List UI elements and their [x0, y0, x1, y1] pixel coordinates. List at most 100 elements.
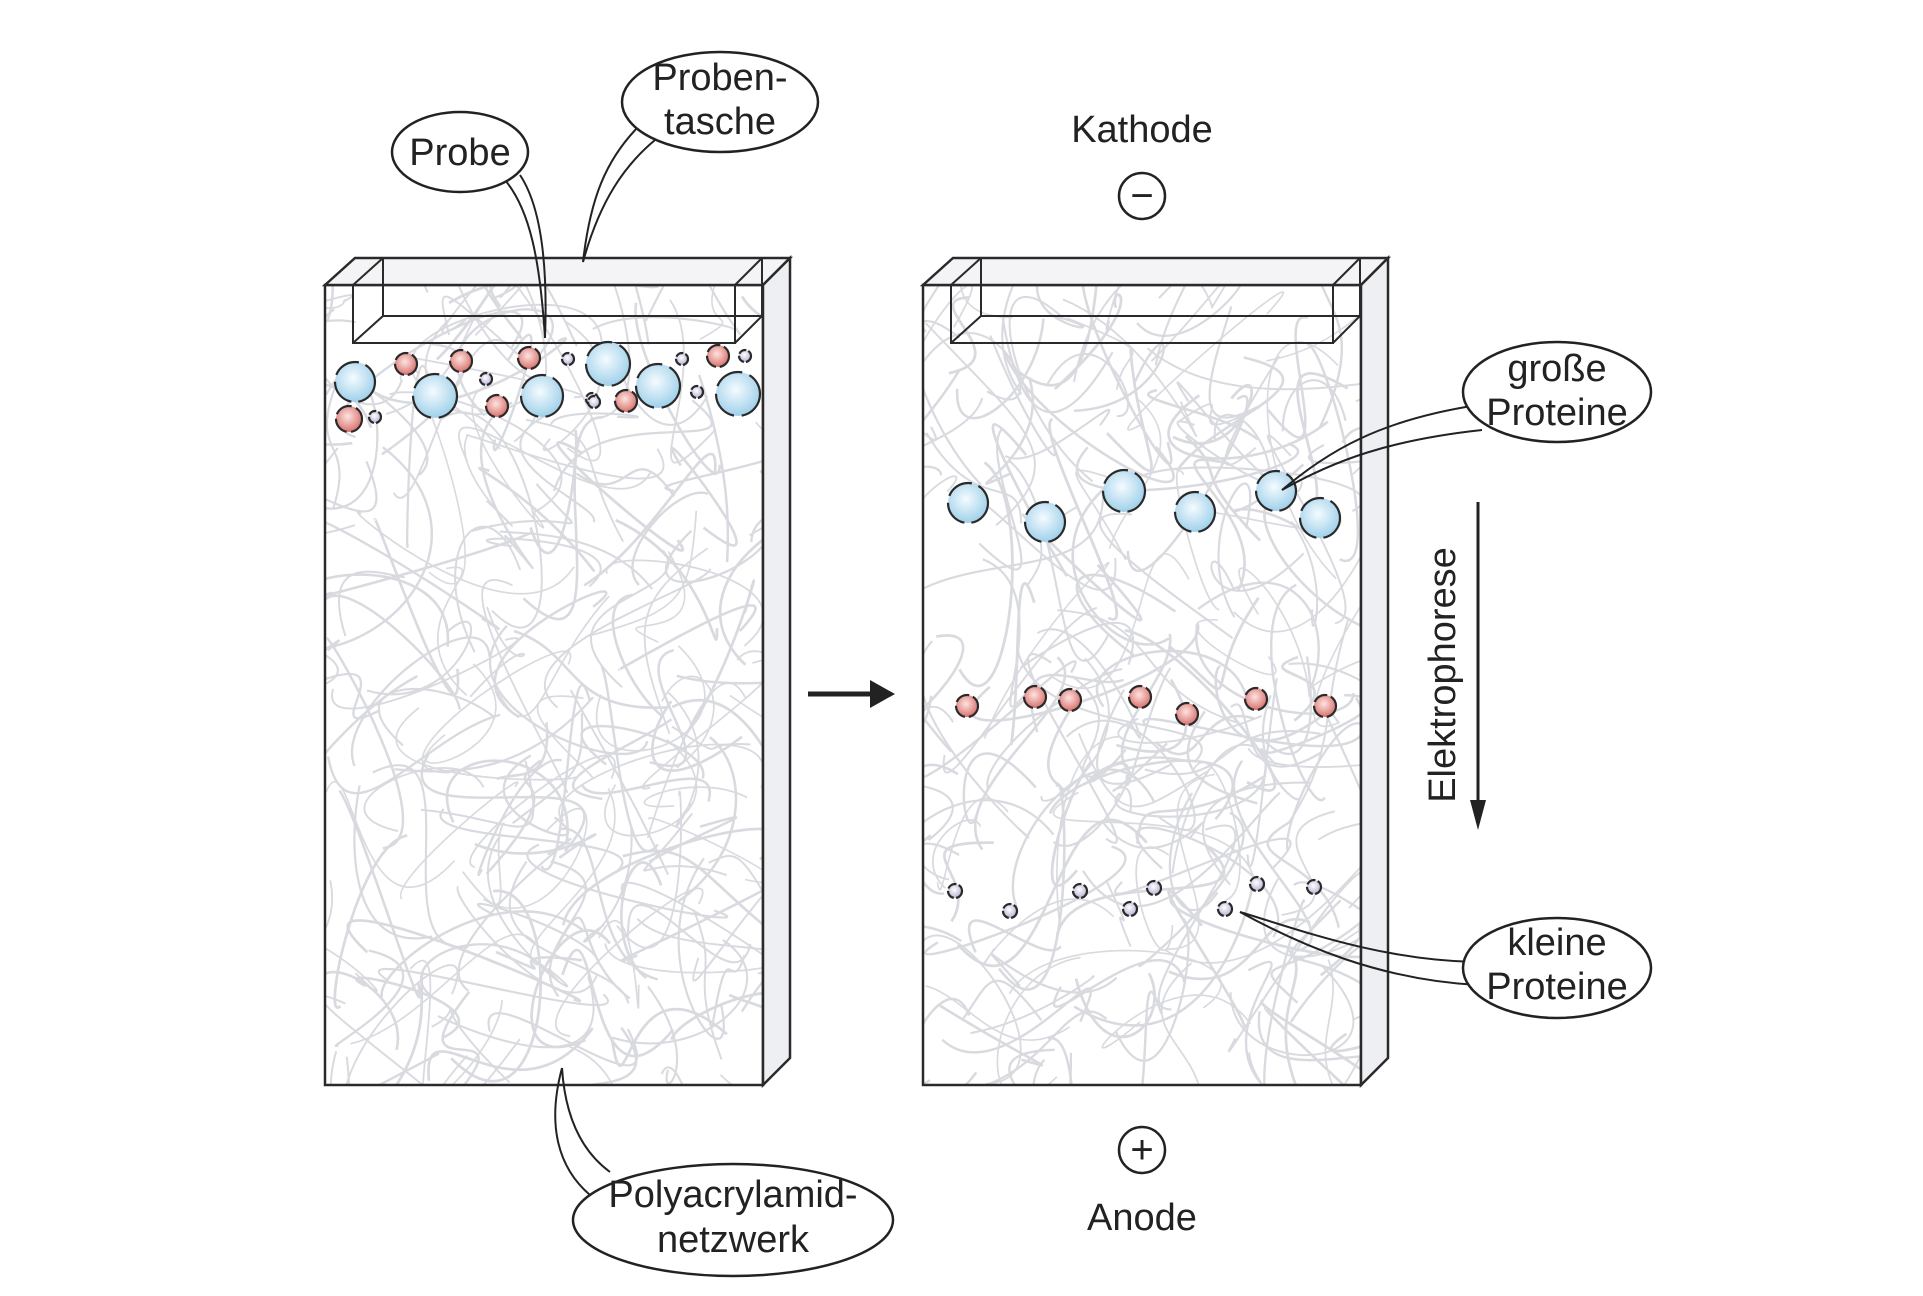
mesh-strand: [1144, 729, 1321, 776]
mesh-strand: [394, 971, 424, 1085]
label-grosse-1: große: [1507, 348, 1606, 390]
mesh-strand: [513, 629, 669, 709]
small-protein: [1145, 879, 1163, 897]
medium-protein: [334, 404, 364, 434]
mesh-strand: [377, 967, 609, 1007]
mesh-strand: [1016, 285, 1098, 387]
mesh-strand: [1318, 285, 1344, 428]
mesh-strand: [1359, 705, 1361, 712]
mesh-strand: [649, 648, 688, 768]
mesh-strand: [641, 659, 763, 790]
label-probentasche-2: tasche: [664, 101, 776, 143]
mesh-strand: [960, 979, 1043, 1022]
label-elektrophorese: Elektrophorese: [1422, 547, 1464, 803]
mesh-strand: [970, 975, 1095, 1035]
mesh-strand: [1105, 285, 1121, 331]
mesh-strand: [487, 1012, 638, 1067]
mesh-strand: [441, 285, 478, 335]
small-protein: [1001, 902, 1019, 920]
mesh-strand: [708, 854, 763, 894]
mesh-strand: [1027, 653, 1118, 844]
mesh-strand: [441, 411, 543, 629]
down-arrow-icon: [1470, 502, 1486, 830]
mesh-strand: [409, 959, 432, 1085]
mesh-strand: [1075, 442, 1300, 492]
mesh-strand: [996, 956, 1081, 1085]
mesh-strand: [1046, 353, 1130, 418]
mesh-strand: [983, 561, 1110, 739]
mesh-strand: [590, 549, 670, 688]
mesh-strand: [441, 991, 480, 1085]
small-protein: [737, 348, 753, 364]
mesh-strand: [718, 538, 763, 666]
mesh-strand: [636, 918, 763, 951]
minus-icon: [1117, 171, 1167, 221]
mesh-strand: [1073, 888, 1254, 1027]
small-protein: [1216, 900, 1234, 918]
mesh-strand: [585, 1026, 638, 1085]
mesh-strand: [1073, 343, 1165, 413]
mesh-strand: [1055, 844, 1226, 937]
mesh-strand: [1141, 990, 1163, 1085]
sample-pocket-right: [950, 257, 1361, 344]
mesh-strand: [366, 620, 473, 696]
mesh-strand: [592, 316, 734, 331]
mesh-strand: [1193, 458, 1246, 591]
mesh-strand: [325, 995, 425, 1085]
mesh-strand: [669, 299, 717, 464]
mesh-strand: [394, 696, 594, 773]
mesh-strand: [499, 530, 654, 590]
mesh-strand: [419, 943, 560, 1004]
mesh-strand: [529, 429, 578, 555]
mesh-strand: [1081, 285, 1173, 465]
mesh-strand: [634, 285, 650, 345]
mesh-strand: [350, 636, 491, 767]
label-grosse-2: Proteine: [1486, 392, 1628, 434]
mesh-strand: [1164, 865, 1361, 964]
large-protein: [1298, 496, 1342, 540]
mesh-strand: [457, 837, 572, 992]
mesh-strand: [325, 781, 456, 889]
mesh-strand: [1263, 494, 1361, 628]
mesh-strand: [471, 483, 573, 533]
mesh-strand: [478, 466, 596, 573]
mesh-strand: [923, 465, 943, 476]
mesh-strand: [1160, 962, 1200, 1085]
mesh-strand: [670, 446, 738, 547]
gel-after: [919, 254, 1392, 1089]
mesh-strand: [645, 285, 742, 336]
mesh-strand: [728, 993, 763, 1010]
mesh-strand: [465, 433, 665, 480]
mesh-strand: [456, 308, 554, 417]
mesh-strand: [492, 333, 533, 452]
mesh-strand: [1281, 379, 1347, 432]
medium-protein: [1243, 686, 1269, 712]
mesh-strand: [363, 766, 485, 833]
mesh-strand: [1168, 792, 1219, 912]
gel-before: [321, 254, 794, 1089]
mesh-strand: [1136, 285, 1242, 337]
mesh-strand: [1195, 627, 1355, 715]
mesh-strand: [458, 426, 651, 490]
mesh-strand: [692, 909, 723, 1060]
mesh-strand: [939, 1004, 1043, 1067]
mesh-strand: [581, 777, 712, 802]
mesh-strand: [1307, 444, 1361, 465]
mesh-strand: [325, 319, 356, 324]
mesh-strand: [325, 520, 500, 631]
mesh-strand: [1288, 662, 1361, 683]
mesh-strand: [493, 590, 608, 719]
gel-side-right: [1359, 254, 1390, 1089]
mesh-strand: [325, 298, 347, 309]
mesh-strand: [671, 725, 751, 750]
mesh-strand: [923, 834, 932, 843]
mesh-strand: [661, 675, 715, 769]
medium-protein: [1057, 687, 1083, 713]
mesh-strand: [736, 650, 763, 661]
mesh-strand: [325, 308, 404, 406]
mesh-strand: [325, 672, 381, 720]
mesh-strand: [670, 991, 763, 1041]
mesh-strand: [1208, 306, 1259, 419]
mesh-strand: [1248, 1052, 1264, 1085]
mesh-strand: [350, 933, 536, 1045]
